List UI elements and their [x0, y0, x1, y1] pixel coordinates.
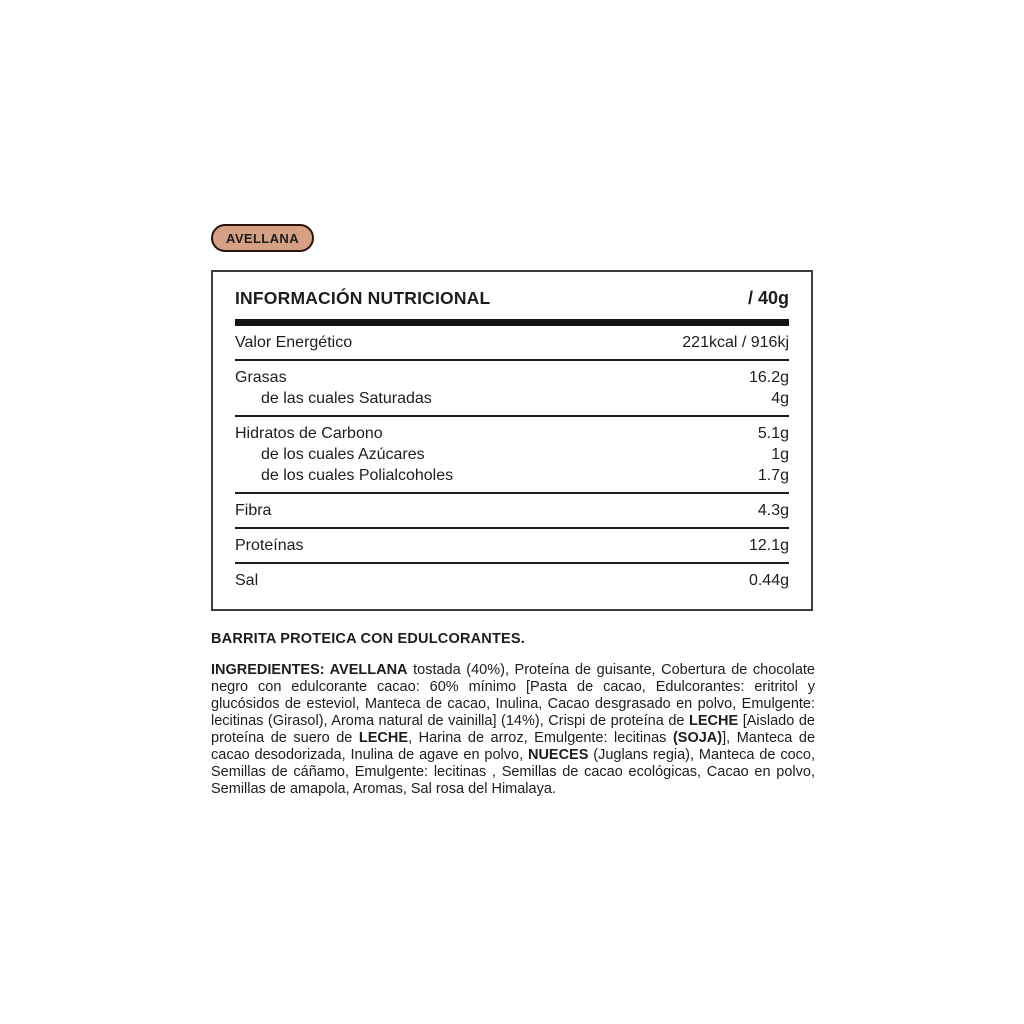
nutrient-value: 1g: [771, 446, 789, 463]
ingredient-text: , Harina de arroz, Emulgente: lecitinas: [408, 730, 673, 746]
nutrition-table-title: INFORMACIÓN NUTRICIONAL: [235, 288, 491, 308]
table-row: de las cuales Saturadas 4g: [235, 388, 789, 409]
nutrient-label: Hidratos de Carbono: [235, 425, 383, 442]
nutrient-label: Grasas: [235, 369, 287, 386]
ingredient-emphasis: INGREDIENTES: AVELLANA: [211, 662, 408, 678]
nutrient-value: 4.3g: [757, 502, 789, 519]
nutrient-label: de las cuales Saturadas: [261, 390, 432, 407]
nutrient-value: 4g: [771, 390, 789, 407]
ingredient-emphasis: NUECES: [527, 747, 589, 763]
ingredient-emphasis: LECHE: [358, 730, 409, 746]
table-row: Sal 0.44g: [235, 570, 789, 591]
ingredient-emphasis: (SOJA): [672, 730, 723, 746]
table-row: Valor Energético 221kcal / 916kj: [235, 332, 789, 353]
product-description: BARRITA PROTEICA CON EDULCORANTES.: [211, 631, 525, 647]
table-row: Fibra 4.3g: [235, 500, 789, 521]
ingredient-text: ], Manteca de cacao desodorizada, Inulin…: [211, 730, 816, 763]
nutrition-group: Valor Energético 221kcal / 916kj: [235, 326, 789, 359]
nutrition-table-header: INFORMACIÓN NUTRICIONAL / 40g: [235, 288, 789, 309]
ingredient-emphasis: LECHE: [689, 713, 739, 729]
nutrient-value: 16.2g: [748, 369, 789, 386]
nutrient-label: Fibra: [235, 502, 272, 519]
nutrient-value: 221kcal / 916kj: [682, 334, 789, 351]
nutrition-group: Proteínas 12.1g: [235, 527, 789, 562]
nutrition-group: Fibra 4.3g: [235, 492, 789, 527]
flavor-badge[interactable]: AVELLANA: [211, 224, 315, 252]
serving-size: / 40g: [747, 288, 789, 308]
table-row: de los cuales Azúcares 1g: [235, 444, 789, 465]
nutrition-table: INFORMACIÓN NUTRICIONAL / 40g Valor Ener…: [211, 270, 813, 611]
nutrient-label: de los cuales Azúcares: [261, 446, 425, 463]
nutrient-value: 1.7g: [757, 467, 789, 484]
ingredient-text: tostada (40%), Proteína de guisante, Cob…: [211, 662, 815, 729]
nutrition-rows: Valor Energético 221kcal / 916kj Grasas 16.…: [235, 326, 789, 597]
nutrient-value: 0.44g: [748, 572, 789, 589]
table-row: Hidratos de Carbono 5.1g: [235, 423, 789, 444]
nutrition-group: Grasas 16.2g de las cuales Saturadas 4g: [235, 359, 789, 415]
ingredients-paragraph: INGREDIENTES: AVELLANA tostada (40%), Pr…: [211, 662, 815, 798]
table-row: Proteínas 12.1g: [235, 535, 789, 556]
nutrient-label: Valor Energético: [235, 334, 353, 351]
header-divider-bar: [235, 319, 789, 326]
nutrient-label: de los cuales Polialcoholes: [261, 467, 454, 484]
flavor-badge-label: AVELLANA: [226, 230, 300, 246]
ingredient-text: [Aislado de proteína de suero de: [211, 713, 815, 746]
table-row: Grasas 16.2g: [235, 367, 789, 388]
nutrient-value: 5.1g: [757, 425, 789, 442]
table-row: de los cuales Polialcoholes 1.7g: [235, 465, 789, 486]
nutrition-group: Hidratos de Carbono 5.1g de los cuales Azú…: [235, 415, 789, 492]
nutrient-label: Sal: [235, 572, 259, 589]
nutrition-group: Sal 0.44g: [235, 562, 789, 597]
nutrient-value: 12.1g: [748, 537, 789, 554]
ingredient-text: (Juglans regia), Manteca de coco, Semill…: [211, 747, 815, 797]
nutrient-label: Proteínas: [235, 537, 304, 554]
